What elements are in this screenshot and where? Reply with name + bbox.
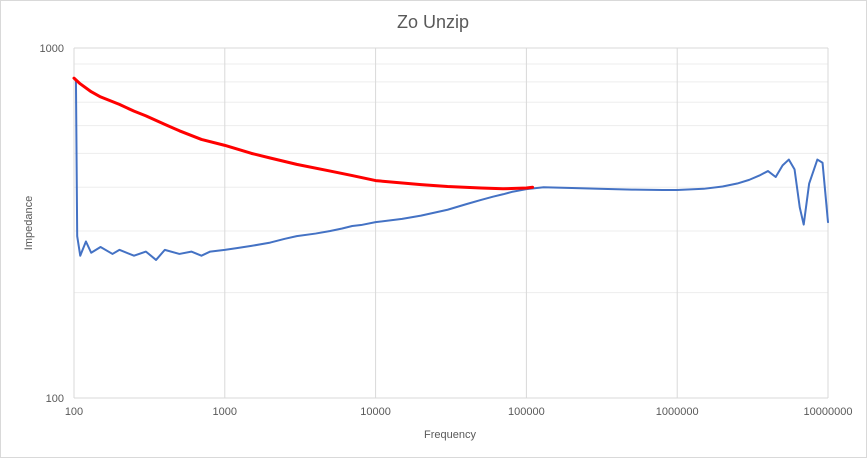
- y-tick-label: 100: [46, 393, 64, 405]
- x-tick-label: 1000000: [656, 406, 699, 418]
- x-tick-label: 10000000: [804, 406, 853, 418]
- chart-title: Zo Unzip: [397, 12, 469, 32]
- x-tick-label: 10000: [360, 406, 391, 418]
- x-tick-label: 100: [65, 406, 83, 418]
- series-line-2: [72, 76, 535, 191]
- x-tick-label: 1000: [213, 406, 237, 418]
- series-layer: [72, 76, 829, 261]
- grid: [73, 47, 829, 399]
- x-axis-label: Frequency: [424, 429, 476, 441]
- x-axis-ticks: 100 1000 10000 100000 1000000 10000000: [65, 406, 853, 418]
- y-axis-ticks: 100 1000: [40, 43, 64, 405]
- series-line-1: [73, 77, 829, 261]
- x-tick-label: 100000: [508, 406, 545, 418]
- y-tick-label: 1000: [40, 43, 64, 55]
- y-axis-label: Impedance: [23, 196, 35, 250]
